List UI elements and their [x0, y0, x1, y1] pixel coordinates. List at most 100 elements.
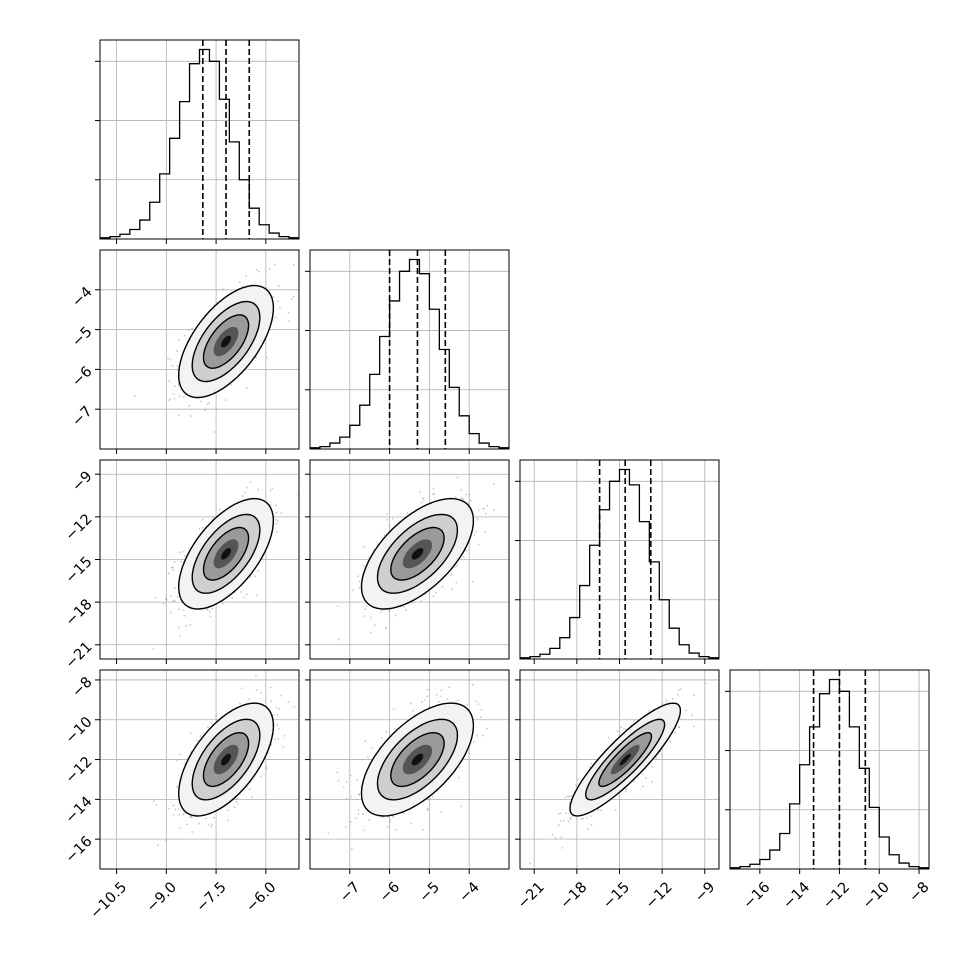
scatter-point — [481, 734, 484, 737]
scatter-point — [276, 520, 279, 522]
tick-label-x-1-2: −5 — [417, 879, 443, 905]
scatter-point — [362, 545, 365, 548]
density-panel-3-2 — [515, 669, 720, 874]
scatter-point — [205, 817, 208, 820]
scatter-point — [471, 683, 474, 686]
panel-frame — [99, 39, 300, 240]
scatter-point — [344, 826, 347, 829]
contour-line-2 — [390, 526, 445, 581]
contour-line-0 — [360, 702, 475, 817]
tick-label-x-0-1: −9.0 — [144, 879, 180, 915]
scatter-point — [389, 821, 391, 824]
scatter-point — [174, 587, 176, 590]
contour-line-1 — [376, 513, 459, 594]
scatter-point — [249, 481, 252, 484]
scatter-point — [226, 809, 229, 812]
scatter-point — [410, 702, 412, 705]
scatter-point — [426, 695, 429, 698]
scatter-point — [345, 797, 348, 800]
scatter-point — [178, 414, 180, 416]
scatter-point — [559, 820, 562, 823]
scatter-point — [387, 816, 390, 818]
scatter-point — [466, 703, 469, 706]
tick-label-y-1-1: −6 — [69, 364, 95, 390]
scatter-point — [432, 795, 434, 798]
tick-label-x-0-2: −7.5 — [193, 879, 229, 915]
scatter-point — [170, 595, 172, 597]
scatter-point — [678, 689, 680, 692]
scatter-point — [198, 528, 201, 530]
scatter-point — [236, 803, 239, 805]
contour-line-2 — [202, 314, 250, 369]
contour-line-0 — [569, 702, 682, 817]
scatter-point — [265, 765, 268, 768]
scatter-point — [575, 784, 577, 787]
scatter-point — [565, 812, 567, 815]
tick-label-y-3-3: −10 — [63, 714, 96, 747]
scatter-point — [426, 688, 429, 691]
tick-label-y-2-1: −18 — [63, 596, 96, 629]
scatter-point — [168, 399, 171, 402]
scatter-point — [164, 597, 167, 600]
scatter-point — [172, 393, 175, 396]
scatter-point — [569, 816, 572, 819]
scatter-point — [255, 356, 257, 359]
scatter-point — [433, 492, 436, 495]
scatter-point — [210, 826, 213, 828]
scatter-point — [432, 595, 435, 598]
scatter-point — [674, 731, 676, 734]
panel-frame — [309, 249, 510, 450]
scatter-point — [345, 781, 348, 783]
scatter-point — [180, 560, 182, 563]
scatter-point — [336, 605, 339, 608]
scatter-point — [155, 803, 158, 806]
scatter-point — [176, 759, 179, 762]
scatter-point — [381, 737, 383, 740]
scatter-point — [477, 543, 480, 546]
scatter-point — [152, 647, 155, 650]
scatter-point — [293, 705, 296, 708]
scatter-point — [665, 699, 668, 702]
scatter-point — [440, 689, 443, 692]
scatter-point — [173, 600, 176, 603]
panel-frame — [729, 669, 930, 870]
scatter-point — [210, 823, 213, 826]
contour-line-1 — [376, 718, 459, 801]
density-panel-3-1 — [305, 669, 510, 874]
tick-label-y-3-1: −14 — [63, 794, 96, 827]
scatter-point — [476, 734, 479, 737]
scatter-point — [455, 581, 458, 584]
scatter-point — [493, 509, 496, 512]
scatter-point — [189, 415, 192, 417]
scatter-point — [355, 798, 358, 801]
scatter-point — [588, 766, 591, 769]
scatter-point — [386, 513, 389, 515]
scatter-point — [277, 737, 280, 740]
scatter-point — [677, 726, 680, 728]
scatter-point — [275, 531, 278, 533]
scatter-point — [342, 786, 345, 788]
density-fill-4 — [411, 548, 424, 560]
scatter-point — [174, 808, 177, 811]
scatter-point — [288, 320, 290, 322]
contour-line-0 — [177, 284, 275, 399]
scatter-point — [381, 609, 384, 612]
scatter-point — [420, 599, 423, 602]
scatter-point — [186, 823, 188, 826]
scatter-point — [441, 585, 444, 588]
scatter-point — [471, 580, 474, 583]
scatter-point — [248, 788, 251, 790]
scatter-point — [287, 311, 290, 314]
scatter-point — [557, 812, 560, 815]
scatter-point — [282, 746, 285, 748]
scatter-point — [560, 812, 562, 815]
scatter-point — [178, 551, 181, 554]
histogram-step-0 — [100, 48, 299, 239]
scatter-point — [337, 779, 340, 782]
scatter-point — [569, 818, 572, 821]
scatter-point — [250, 795, 253, 798]
scatter-point — [651, 781, 654, 784]
scatter-point — [616, 730, 619, 733]
scatter-point — [402, 812, 405, 815]
density-fill-4 — [221, 753, 231, 766]
